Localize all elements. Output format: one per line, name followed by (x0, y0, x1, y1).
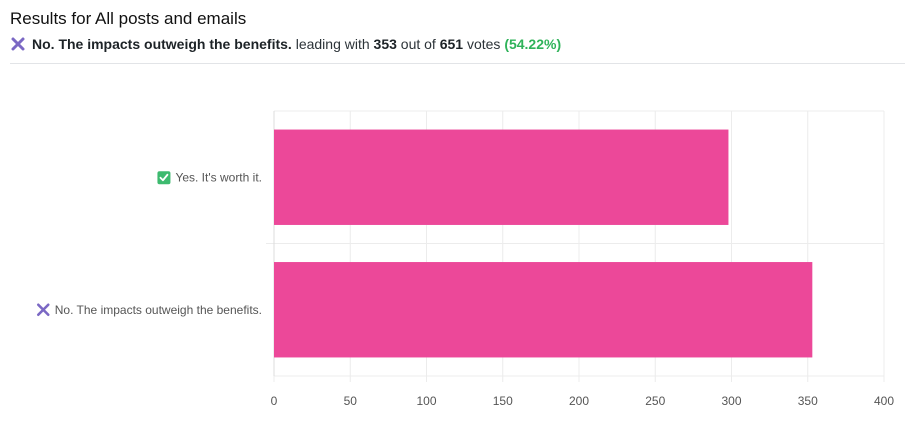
leading-votes: 353 (373, 36, 397, 52)
leading-percent: (54.22%) (504, 36, 562, 52)
x-tick-label: 0 (271, 394, 278, 408)
x-tick-label: 150 (493, 394, 513, 408)
category-label: No. The impacts outweigh the benefits. (55, 303, 262, 317)
cross-icon (36, 303, 50, 317)
cross-icon (11, 37, 25, 51)
leading-summary: No. The impacts outweigh the benefits. l… (10, 36, 561, 52)
total-votes: 651 (439, 36, 464, 52)
bar (274, 262, 813, 358)
x-tick-label: 200 (569, 394, 589, 408)
x-tick-label: 50 (344, 394, 358, 408)
votes-text: votes (466, 36, 501, 52)
results-title: Results for All posts and emails (10, 9, 247, 28)
category-label: Yes. It's worth it. (175, 170, 262, 184)
leading-answer: No. The impacts outweigh the benefits. (32, 36, 292, 52)
divider (10, 63, 905, 64)
bar (274, 129, 729, 225)
x-tick-label: 350 (798, 394, 818, 408)
check-icon-mark (159, 173, 169, 182)
leading-with-text: leading with (295, 36, 370, 52)
x-tick-label: 100 (416, 394, 436, 408)
x-tick-label: 300 (721, 394, 741, 408)
x-tick-label: 400 (874, 394, 894, 408)
out-of-text: out of (400, 36, 436, 52)
x-tick-label: 250 (645, 394, 665, 408)
